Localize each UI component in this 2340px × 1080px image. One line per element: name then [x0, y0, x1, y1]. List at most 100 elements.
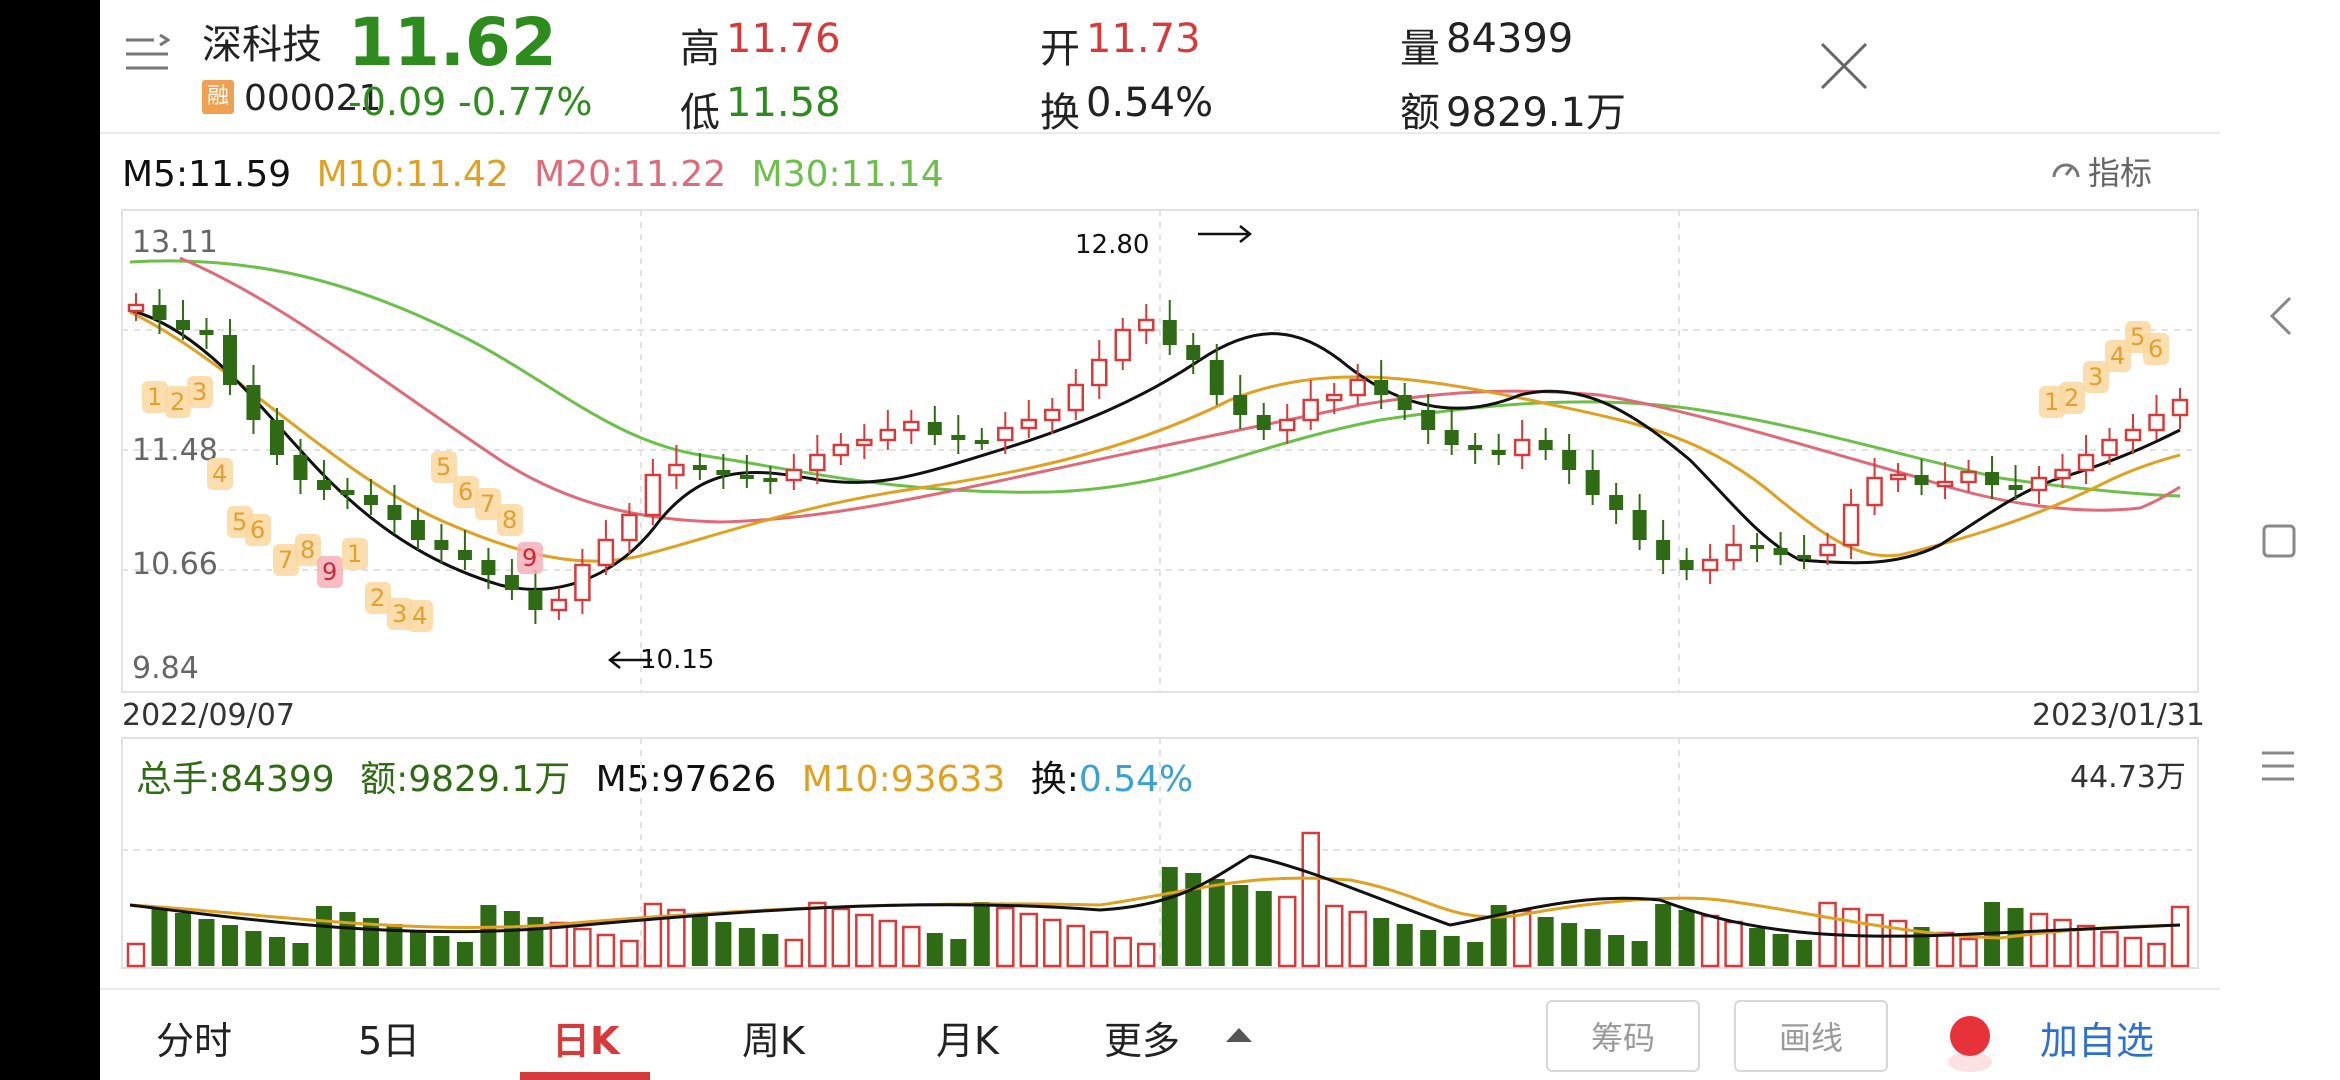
vol-ma10-line	[129, 876, 2181, 940]
volume-bar	[2029, 912, 2049, 968]
candle-body	[2030, 476, 2048, 492]
volume-bar	[1396, 924, 1413, 966]
total-volume: 总手:84399	[136, 759, 335, 800]
back-icon[interactable]	[2268, 296, 2294, 336]
ma20-value: M20:11.22	[534, 154, 727, 195]
volume-bar	[151, 907, 168, 966]
candle-body	[927, 422, 942, 435]
max-arrow-icon	[1198, 225, 1253, 243]
current-price: 11.62	[348, 4, 557, 81]
close-icon[interactable]	[1818, 40, 1870, 92]
sequence-marker: 2	[370, 584, 385, 612]
candle-body	[410, 520, 425, 540]
sequence-marker: 8	[300, 536, 315, 564]
candle-body	[1985, 472, 2000, 485]
price-chart[interactable]: 13.11 11.48 10.66 9.84 12.80 10.15 1 2 345…	[100, 200, 2220, 700]
add-watch-button[interactable]: 加自选	[2040, 1019, 2155, 1063]
volume-bar	[409, 930, 426, 966]
tab-5day[interactable]: 5日	[358, 1019, 421, 1063]
candle-body	[1538, 440, 1553, 450]
sequence-marker-bg	[2039, 386, 2065, 418]
caret-up-icon[interactable]	[1226, 1026, 1252, 1042]
sequence-marker-bg	[165, 386, 191, 418]
candle-body	[340, 490, 355, 495]
candle-body	[809, 453, 826, 472]
candle-body	[434, 540, 449, 550]
candle-body	[716, 470, 731, 475]
sequence-marker: 1	[147, 383, 162, 411]
candle-body	[763, 478, 778, 482]
candle-body	[1701, 558, 1719, 572]
sequence-marker: 7	[278, 546, 293, 574]
volume-bar	[174, 913, 191, 966]
low-label: 低	[680, 90, 720, 136]
candle-body	[293, 455, 308, 480]
volume-chart[interactable]	[100, 736, 2220, 970]
start-date: 2022/09/07	[122, 698, 295, 733]
candle-body	[1325, 393, 1343, 402]
y-label-top: 13.11	[132, 225, 218, 260]
volume-bar	[268, 937, 285, 966]
candle-body	[2148, 413, 2165, 432]
amount-value: 9829.1万	[1446, 90, 1626, 136]
candle-body	[692, 465, 707, 470]
record-icon[interactable]	[1942, 1008, 1998, 1072]
tab-monthly-k[interactable]: 月K	[936, 1019, 999, 1063]
tab-intraday[interactable]: 分时	[156, 1019, 233, 1063]
volume-bar	[1090, 930, 1109, 968]
indicator-button[interactable]: 指标	[2050, 148, 2152, 194]
candlesticks	[127, 289, 2189, 624]
volume-bar	[596, 933, 616, 968]
candle-body	[2101, 438, 2118, 457]
vol-ma10: M10:93633	[801, 759, 1006, 800]
draw-button[interactable]: 画线	[1734, 1000, 1888, 1072]
volume-bar	[1043, 918, 1062, 968]
active-tab-indicator	[520, 1072, 650, 1080]
candle-body	[2124, 428, 2142, 442]
volume-bar	[808, 901, 827, 968]
ma5-value: M5:11.59	[122, 154, 292, 195]
system-navbar	[2220, 0, 2340, 1080]
volume-bar	[1724, 920, 1743, 968]
candle-body	[1562, 450, 1577, 470]
tab-weekly-k[interactable]: 周K	[742, 1019, 805, 1063]
lines-icon[interactable]	[2260, 750, 2296, 782]
candle-body	[457, 550, 472, 560]
tab-daily-k[interactable]: 日K	[552, 1019, 620, 1063]
sequence-marker: 3	[2088, 363, 2103, 391]
candle-body	[1914, 475, 1929, 485]
volume-bar	[456, 942, 473, 966]
ma30-line	[129, 259, 2181, 498]
volume-bar	[2170, 905, 2190, 968]
volume-bar	[715, 922, 732, 966]
volume-legend: 总手:84399 额:9829.1万 M5:97626 M10:93633 换:…	[136, 750, 1193, 802]
volume-bar	[1959, 937, 1978, 968]
volume-bar	[1324, 904, 1344, 968]
candle-body	[739, 475, 754, 479]
candle-body	[1397, 395, 1412, 410]
volume-bar	[198, 919, 215, 966]
volume-bar	[480, 905, 497, 966]
sequence-marker: 3	[392, 600, 407, 628]
vol-ma5-line	[129, 854, 2181, 938]
volume-bar	[784, 938, 804, 968]
candle-body	[1374, 380, 1389, 395]
sequence-marker: 1	[2044, 388, 2059, 416]
vol-turnover-label: 换:	[1030, 759, 1079, 800]
candle-body	[504, 575, 519, 590]
candle-body	[1585, 470, 1600, 495]
sequence-marker: 8	[502, 506, 517, 534]
candle-body	[785, 468, 803, 482]
chips-button[interactable]: 筹码	[1546, 1000, 1700, 1072]
tab-more[interactable]: 更多	[1104, 1019, 1181, 1063]
volume-bar	[1935, 931, 1955, 968]
menu-icon[interactable]	[124, 33, 171, 74]
sequence-marker-bg	[207, 458, 233, 490]
candle-body	[152, 305, 167, 320]
ma5-line	[129, 308, 2181, 591]
candle-body	[832, 443, 850, 457]
volume-grid	[122, 738, 2198, 968]
volume-bar	[1066, 924, 1086, 968]
candle-body	[903, 420, 920, 432]
square-icon[interactable]	[2262, 524, 2296, 558]
